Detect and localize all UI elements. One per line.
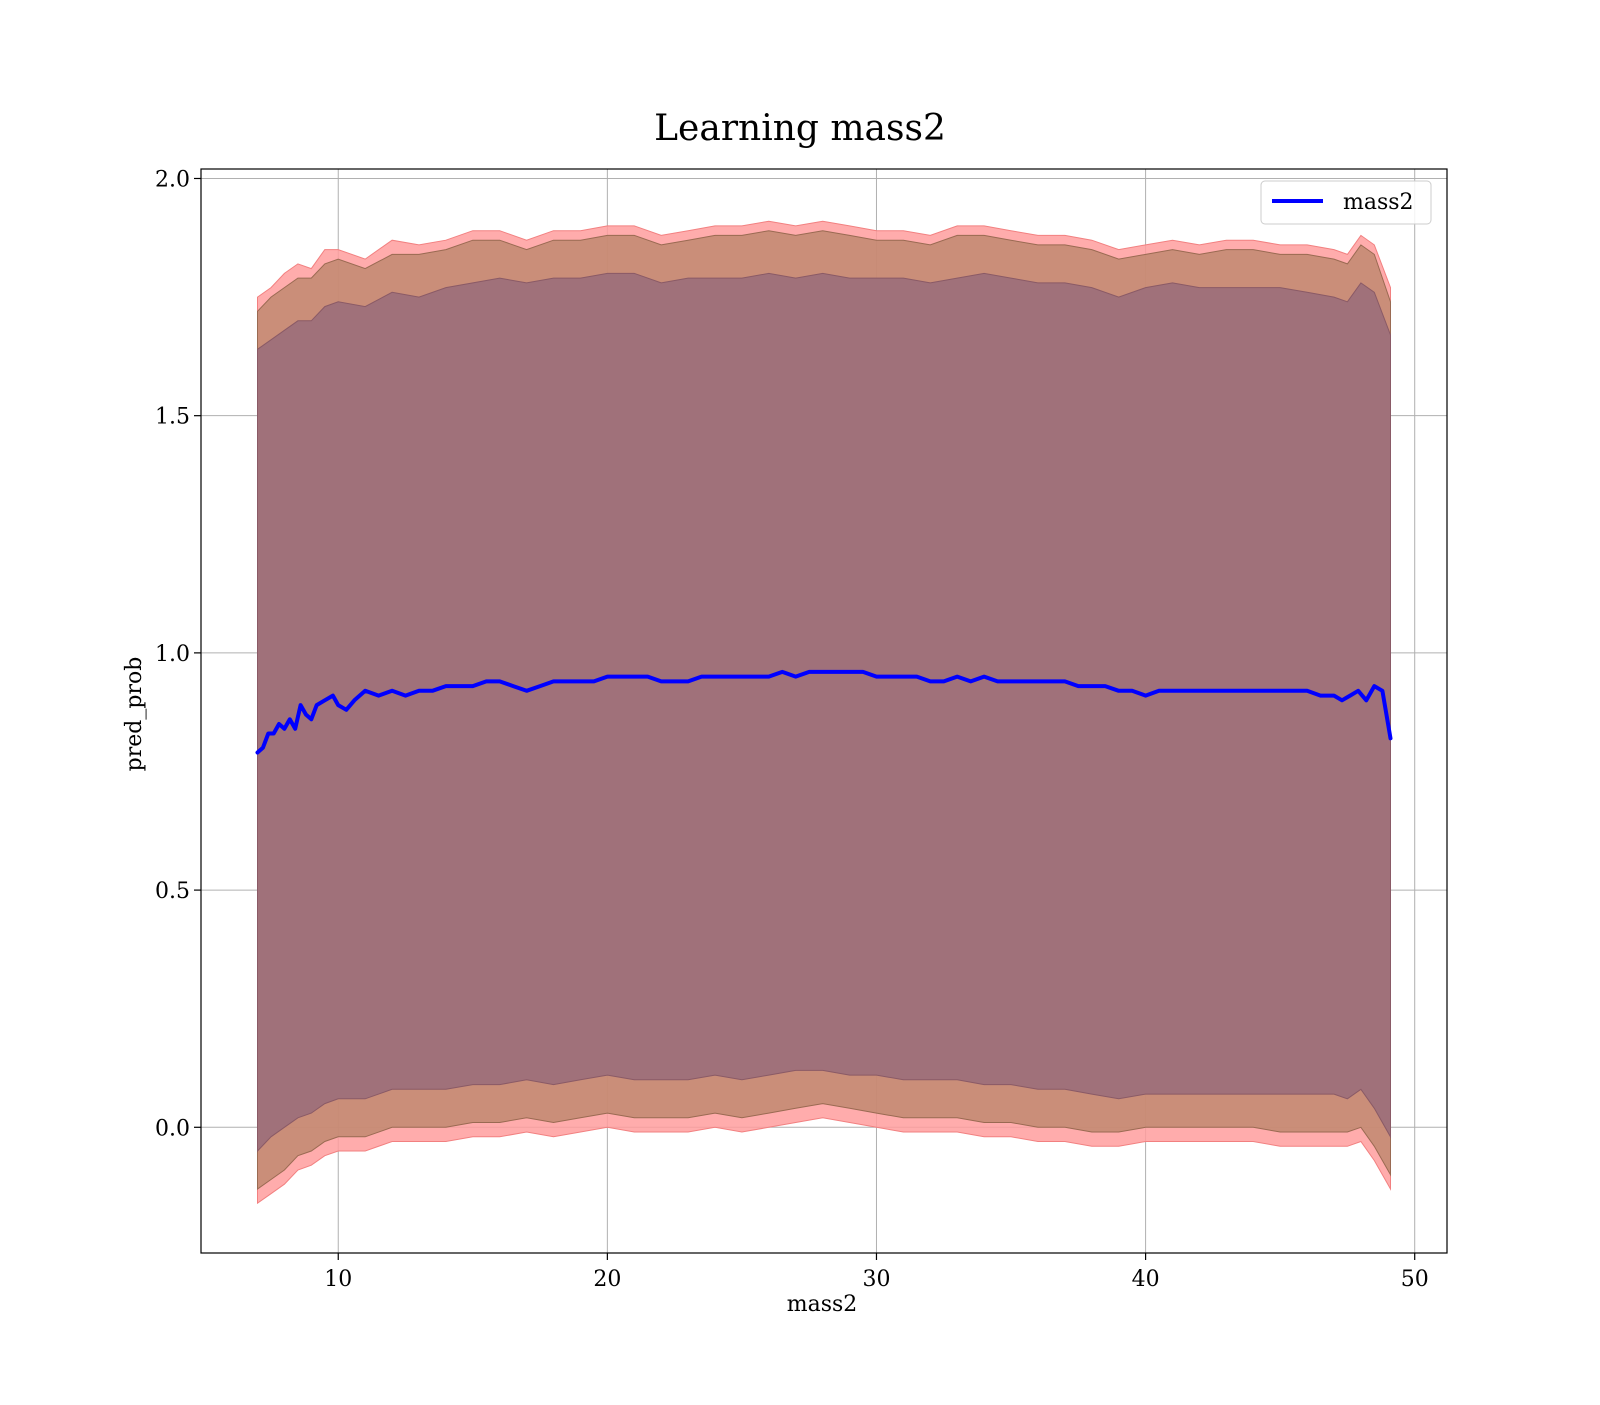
- x-tick-label: 40: [1132, 1267, 1160, 1292]
- y-tick-label: 0.5: [155, 879, 190, 904]
- y-axis-label: pred_prob: [122, 657, 147, 772]
- plot-frame: [200, 168, 1448, 1254]
- x-axis-ticks: 10 20 30 40 50: [324, 1253, 1429, 1292]
- legend-box: [1260, 180, 1432, 225]
- band-layer: [257, 220, 1391, 1205]
- x-tick-label: 20: [593, 1267, 621, 1292]
- y-axis-ticks: 0.0 0.5 1.0 1.5 2.0: [155, 167, 201, 1141]
- series-layer: [255, 669, 1393, 755]
- chart-title: Learning mass2: [654, 108, 946, 149]
- series-line-mass2: [255, 669, 1393, 755]
- x-tick-label: 50: [1401, 1267, 1429, 1292]
- y-tick-label: 0.0: [155, 1116, 190, 1141]
- y-tick-label: 2.0: [155, 167, 190, 192]
- x-axis-label: mass2: [787, 1292, 858, 1317]
- confidence-band-3: [257, 272, 1391, 1153]
- y-tick-label: 1.5: [155, 405, 190, 430]
- x-tick-label: 30: [862, 1267, 890, 1292]
- x-tick-label: 10: [324, 1267, 352, 1292]
- legend-label-mass2: mass2: [1343, 190, 1414, 215]
- y-tick-label: 1.0: [155, 642, 190, 667]
- legend: mass2: [1260, 180, 1432, 225]
